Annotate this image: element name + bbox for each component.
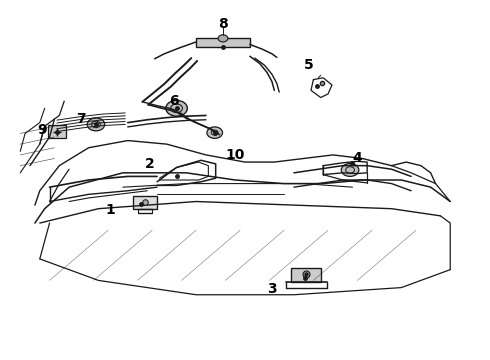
Text: 5: 5 [304,58,314,72]
Text: 2: 2 [145,157,155,171]
Circle shape [341,163,359,176]
FancyBboxPatch shape [133,196,157,209]
Text: 9: 9 [38,123,47,137]
Circle shape [207,127,222,138]
FancyBboxPatch shape [196,39,250,47]
Text: 7: 7 [76,112,86,126]
Bar [48,125,66,138]
Circle shape [218,35,228,42]
Circle shape [166,100,187,116]
Text: 8: 8 [218,17,228,31]
Text: 3: 3 [267,282,277,296]
FancyBboxPatch shape [292,268,321,282]
Text: 6: 6 [169,94,179,108]
Text: 10: 10 [225,148,245,162]
Circle shape [87,118,105,131]
Text: 4: 4 [352,152,362,166]
Text: 1: 1 [106,203,116,217]
